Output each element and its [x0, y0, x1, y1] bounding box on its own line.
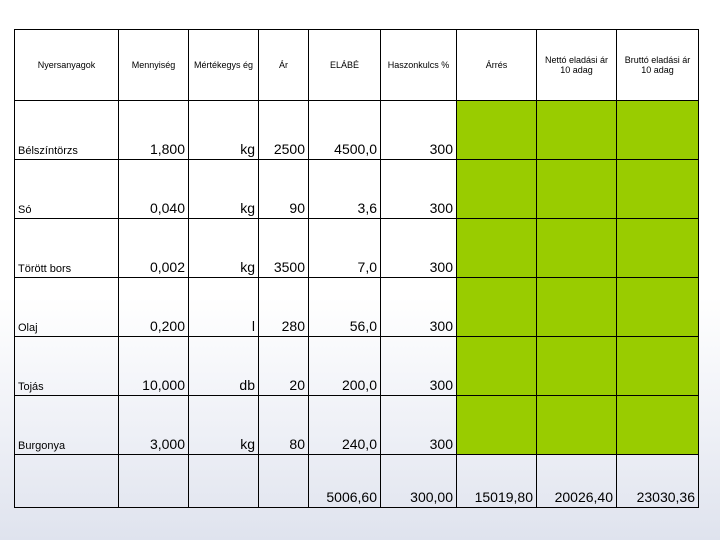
header-cell: Nettó eladási ár 10 adag: [536, 29, 617, 101]
gross-price-cell: [616, 336, 699, 396]
ingredient-name: Olaj: [14, 277, 119, 337]
gross-price-cell: [616, 159, 699, 219]
elabe-cell: 3,6: [308, 159, 381, 219]
ingredient-name: Burgonya: [14, 395, 119, 455]
gross-price-cell: [616, 277, 699, 337]
quantity-cell: 0,002: [118, 218, 189, 278]
arres-cell: [456, 395, 537, 455]
ingredient-name: Bélszíntörzs: [14, 100, 119, 160]
net-price-cell: [536, 277, 617, 337]
gross-price-cell: [616, 218, 699, 278]
header-cell: Haszonkulcs %: [380, 29, 457, 101]
empty-cell: [14, 454, 119, 508]
quantity-cell: 0,200: [118, 277, 189, 337]
header-cell: Bruttó eladási ár 10 adag: [616, 29, 699, 101]
unit-cell: l: [188, 277, 259, 337]
header-cell: Nyersanyagok: [14, 29, 119, 101]
total-net-price: 20026,40: [536, 454, 617, 508]
elabe-cell: 200,0: [308, 336, 381, 396]
price-cell: 2500: [258, 100, 309, 160]
price-cell: 280: [258, 277, 309, 337]
margin-cell: 300: [380, 336, 457, 396]
unit-cell: kg: [188, 100, 259, 160]
margin-cell: 300: [380, 395, 457, 455]
net-price-cell: [536, 100, 617, 160]
arres-cell: [456, 159, 537, 219]
price-cell: 90: [258, 159, 309, 219]
arres-cell: [456, 100, 537, 160]
table-row: Burgonya 3,000 kg 80 240,0 300: [14, 395, 699, 455]
quantity-cell: 1,800: [118, 100, 189, 160]
arres-cell: [456, 218, 537, 278]
margin-cell: 300: [380, 218, 457, 278]
totals-row: 5006,60 300,00 15019,80 20026,40 23030,3…: [14, 454, 699, 508]
empty-cell: [258, 454, 309, 508]
header-row: Nyersanyagok Mennyiség Mértékegys ég Ár …: [14, 29, 699, 101]
quantity-cell: 3,000: [118, 395, 189, 455]
header-cell: ELÁBÉ: [308, 29, 381, 101]
empty-cell: [118, 454, 189, 508]
header-cell: Mennyiség: [118, 29, 189, 101]
header-cell: Mértékegys ég: [188, 29, 259, 101]
elabe-cell: 240,0: [308, 395, 381, 455]
ingredient-name: Törött bors: [14, 218, 119, 278]
cost-table: Nyersanyagok Mennyiség Mértékegys ég Ár …: [14, 29, 699, 508]
elabe-cell: 7,0: [308, 218, 381, 278]
ingredient-name: Só: [14, 159, 119, 219]
header-cell: Ár: [258, 29, 309, 101]
table-row: Tojás 10,000 db 20 200,0 300: [14, 336, 699, 396]
margin-cell: 300: [380, 100, 457, 160]
total-gross-price: 23030,36: [616, 454, 699, 508]
price-cell: 20: [258, 336, 309, 396]
unit-cell: kg: [188, 159, 259, 219]
quantity-cell: 0,040: [118, 159, 189, 219]
total-elabe: 5006,60: [308, 454, 381, 508]
net-price-cell: [536, 218, 617, 278]
net-price-cell: [536, 336, 617, 396]
price-cell: 3500: [258, 218, 309, 278]
gross-price-cell: [616, 100, 699, 160]
unit-cell: kg: [188, 395, 259, 455]
total-margin: 300,00: [380, 454, 457, 508]
elabe-cell: 4500,0: [308, 100, 381, 160]
empty-cell: [188, 454, 259, 508]
margin-cell: 300: [380, 277, 457, 337]
table-row: Só 0,040 kg 90 3,6 300: [14, 159, 699, 219]
arres-cell: [456, 277, 537, 337]
net-price-cell: [536, 159, 617, 219]
ingredient-name: Tojás: [14, 336, 119, 396]
quantity-cell: 10,000: [118, 336, 189, 396]
gross-price-cell: [616, 395, 699, 455]
unit-cell: db: [188, 336, 259, 396]
header-cell: Árrés: [456, 29, 537, 101]
price-cell: 80: [258, 395, 309, 455]
table-row: Törött bors 0,002 kg 3500 7,0 300: [14, 218, 699, 278]
table-row: Bélszíntörzs 1,800 kg 2500 4500,0 300: [14, 100, 699, 160]
table-row: Olaj 0,200 l 280 56,0 300: [14, 277, 699, 337]
margin-cell: 300: [380, 159, 457, 219]
arres-cell: [456, 336, 537, 396]
total-arres: 15019,80: [456, 454, 537, 508]
net-price-cell: [536, 395, 617, 455]
elabe-cell: 56,0: [308, 277, 381, 337]
unit-cell: kg: [188, 218, 259, 278]
